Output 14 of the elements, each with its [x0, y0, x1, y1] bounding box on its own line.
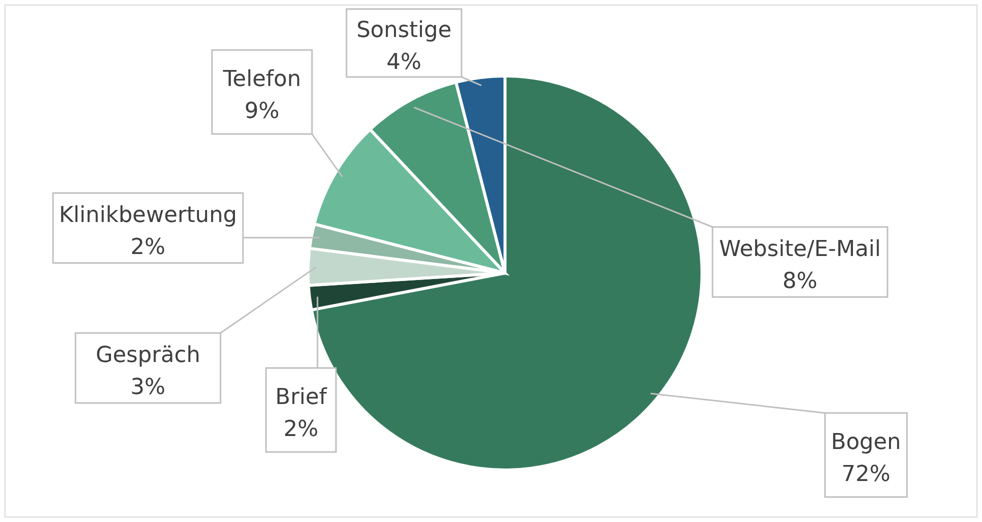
- slice-label: Website/E-Mail: [719, 237, 881, 262]
- slice-label: Sonstige: [356, 18, 452, 43]
- slice-label: Brief: [275, 385, 328, 410]
- data-label: 4%: [386, 50, 422, 75]
- data-label: 9%: [244, 99, 280, 124]
- slice-label: Gespräch: [96, 343, 200, 368]
- data-label: 3%: [130, 375, 166, 400]
- data-label: 8%: [782, 269, 818, 294]
- slice-label: Klinikbewertung: [59, 203, 237, 228]
- data-label: 2%: [284, 417, 318, 442]
- data-label: 2%: [130, 235, 166, 260]
- data-label: 72%: [842, 462, 890, 487]
- slice-label: Telefon: [222, 67, 302, 92]
- slice-label: Bogen: [831, 430, 901, 455]
